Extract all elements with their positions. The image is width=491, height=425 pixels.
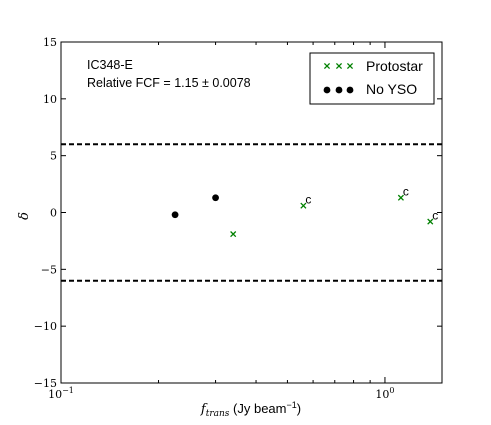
legend-box: [309, 52, 435, 105]
x-tick-label: 10−1: [48, 386, 74, 401]
data-points: c c c: [171, 185, 438, 238]
legend-marker-no-yso: [335, 86, 343, 94]
y-tick-label: 10: [43, 93, 57, 106]
protostar-point: [427, 218, 434, 225]
point-label: c: [432, 209, 438, 223]
y-tick-label: 5: [50, 150, 57, 163]
region-label: IC348-E: [87, 58, 133, 72]
point-label: c: [403, 185, 409, 199]
legend-markers: [323, 62, 354, 94]
legend-marker-protostar: [335, 62, 343, 70]
legend-marker-no-yso: [346, 86, 354, 94]
y-axis-label: δ: [17, 212, 32, 220]
legend-label-no-yso: No YSO: [366, 81, 417, 97]
fcf-label: Relative FCF = 1.15 ± 0.0078: [87, 76, 251, 90]
axis-ticks: −15 −10 −5 0 5 10 15 10−1 100: [34, 36, 442, 401]
legend-marker-protostar: [323, 62, 331, 70]
x-tick-label: 100: [375, 386, 394, 401]
point-label: c: [305, 193, 311, 207]
protostar-point: [397, 194, 404, 201]
protostar-point: [300, 202, 307, 209]
x-axis-label: ftrans (Jy beam−1): [200, 400, 301, 419]
legend-label-protostar: Protostar: [366, 58, 423, 74]
y-tick-label: 0: [50, 207, 57, 220]
y-tick-label: −5: [41, 263, 57, 276]
legend: Protostar No YSO: [309, 52, 435, 105]
legend-marker-no-yso: [323, 86, 331, 94]
threshold-lines: [61, 143, 442, 282]
no-yso-point: [171, 211, 179, 219]
legend-marker-protostar: [346, 62, 354, 70]
no-yso-point: [212, 194, 219, 202]
y-tick-label: −15: [34, 377, 57, 390]
y-tick-label: −10: [34, 320, 57, 333]
y-tick-label: 15: [43, 36, 57, 49]
protostar-point: [230, 231, 237, 238]
